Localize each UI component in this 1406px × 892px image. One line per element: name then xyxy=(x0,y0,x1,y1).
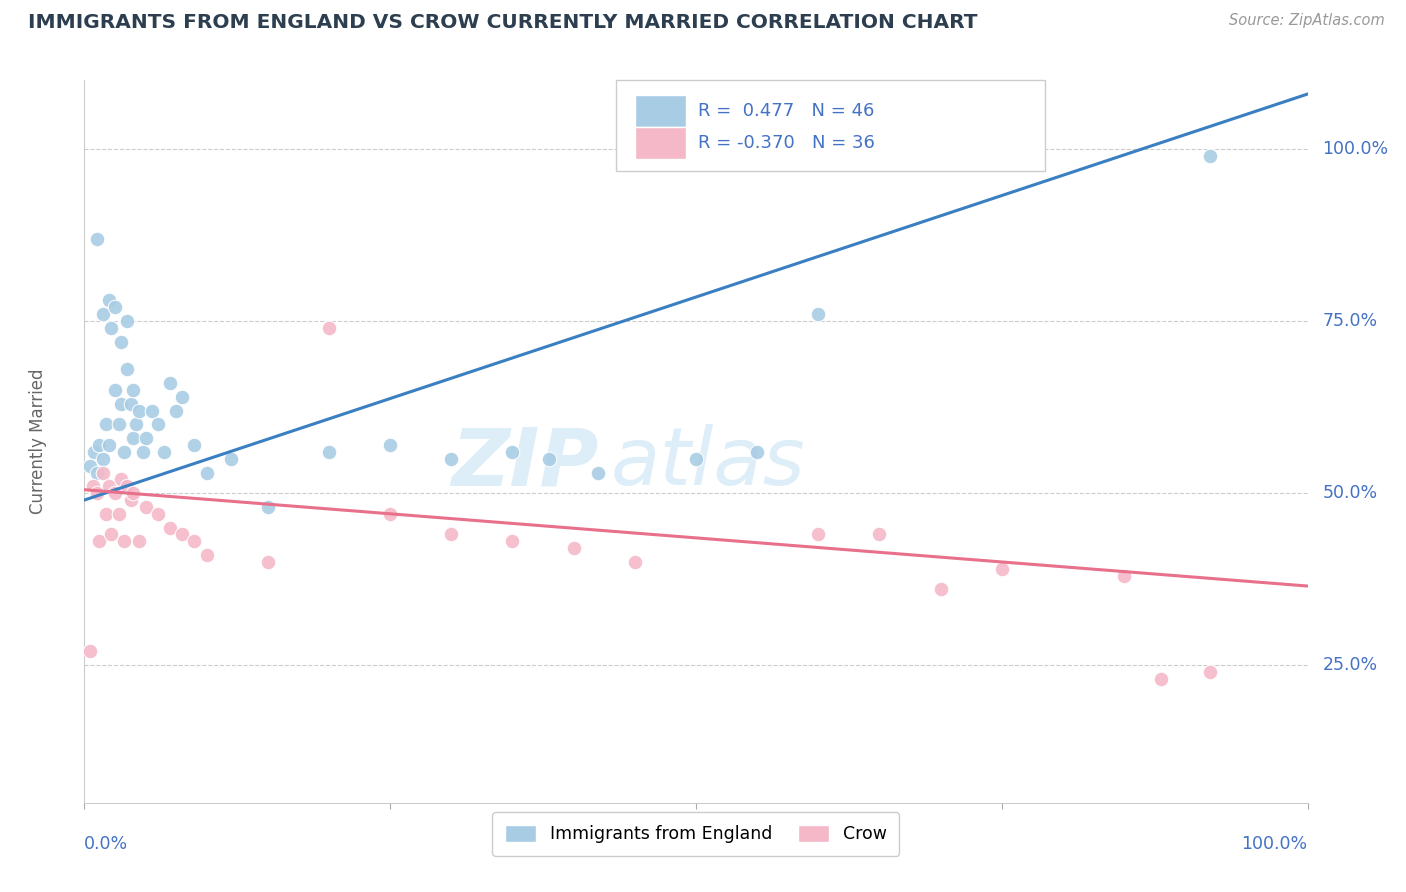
Point xyxy=(869,527,891,541)
Point xyxy=(91,451,114,466)
Point xyxy=(97,479,120,493)
Point xyxy=(991,562,1014,576)
FancyBboxPatch shape xyxy=(636,128,686,159)
Point xyxy=(159,520,181,534)
Text: 50.0%: 50.0% xyxy=(1322,484,1378,502)
Point xyxy=(685,451,707,466)
Point xyxy=(318,321,340,335)
Point xyxy=(219,451,242,466)
Point xyxy=(165,403,187,417)
Point xyxy=(79,458,101,473)
Point xyxy=(747,445,769,459)
Point xyxy=(110,472,132,486)
Point xyxy=(562,541,585,556)
Point xyxy=(153,445,176,459)
Text: 25.0%: 25.0% xyxy=(1322,657,1378,674)
Point xyxy=(1198,665,1220,679)
Point xyxy=(141,403,163,417)
Point xyxy=(440,527,463,541)
Point xyxy=(82,479,104,493)
Point xyxy=(104,301,127,315)
Point xyxy=(107,417,129,432)
FancyBboxPatch shape xyxy=(636,95,686,128)
Point xyxy=(122,383,145,397)
Point xyxy=(624,555,647,569)
Point xyxy=(110,397,132,411)
Point xyxy=(96,417,118,432)
Point xyxy=(86,466,108,480)
Point xyxy=(195,466,218,480)
Point xyxy=(122,431,145,445)
Point xyxy=(183,534,205,549)
Point xyxy=(318,445,340,459)
Point xyxy=(1150,672,1173,686)
Point xyxy=(110,334,132,349)
Point xyxy=(87,438,110,452)
Point xyxy=(104,383,127,397)
Point xyxy=(86,486,108,500)
Text: R = -0.370   N = 36: R = -0.370 N = 36 xyxy=(699,134,876,153)
Point xyxy=(87,534,110,549)
Point xyxy=(100,527,122,541)
Point xyxy=(502,534,524,549)
Point xyxy=(97,293,120,308)
Point xyxy=(132,445,155,459)
Text: 0.0%: 0.0% xyxy=(84,835,128,854)
Point xyxy=(96,507,118,521)
Point xyxy=(125,417,148,432)
Point xyxy=(107,507,129,521)
Point xyxy=(1198,149,1220,163)
Text: IMMIGRANTS FROM ENGLAND VS CROW CURRENTLY MARRIED CORRELATION CHART: IMMIGRANTS FROM ENGLAND VS CROW CURRENTL… xyxy=(28,13,977,32)
Point xyxy=(586,466,609,480)
Point xyxy=(1114,568,1136,582)
Point xyxy=(929,582,952,597)
Point xyxy=(97,438,120,452)
Point xyxy=(120,397,142,411)
Point xyxy=(159,376,181,390)
Point xyxy=(115,479,138,493)
Point xyxy=(172,390,194,404)
Point xyxy=(112,445,135,459)
Text: 100.0%: 100.0% xyxy=(1241,835,1308,854)
Text: ZIP: ZIP xyxy=(451,425,598,502)
Point xyxy=(120,493,142,508)
Point xyxy=(104,486,127,500)
Point xyxy=(807,527,830,541)
Text: Source: ZipAtlas.com: Source: ZipAtlas.com xyxy=(1229,13,1385,29)
Point xyxy=(380,507,402,521)
Point xyxy=(146,417,169,432)
Text: atlas: atlas xyxy=(610,425,806,502)
Point xyxy=(146,507,169,521)
Point xyxy=(257,500,280,514)
Text: R =  0.477   N = 46: R = 0.477 N = 46 xyxy=(699,103,875,120)
Point xyxy=(100,321,122,335)
Point xyxy=(135,431,157,445)
Point xyxy=(183,438,205,452)
Point xyxy=(440,451,463,466)
Point xyxy=(122,486,145,500)
FancyBboxPatch shape xyxy=(616,80,1045,170)
Point xyxy=(83,445,105,459)
Point xyxy=(115,314,138,328)
Point xyxy=(128,403,150,417)
Point xyxy=(112,534,135,549)
Legend: Immigrants from England, Crow: Immigrants from England, Crow xyxy=(492,813,900,855)
Point xyxy=(91,466,114,480)
Text: 100.0%: 100.0% xyxy=(1322,140,1388,158)
Point xyxy=(380,438,402,452)
Point xyxy=(807,307,830,321)
Point xyxy=(128,534,150,549)
Point xyxy=(257,555,280,569)
Point xyxy=(502,445,524,459)
Point xyxy=(86,231,108,245)
Text: Currently Married: Currently Married xyxy=(30,368,46,515)
Text: 75.0%: 75.0% xyxy=(1322,312,1378,330)
Point xyxy=(79,644,101,658)
Point xyxy=(91,307,114,321)
Point xyxy=(115,362,138,376)
Point xyxy=(538,451,561,466)
Point xyxy=(135,500,157,514)
Point xyxy=(172,527,194,541)
Point xyxy=(195,548,218,562)
